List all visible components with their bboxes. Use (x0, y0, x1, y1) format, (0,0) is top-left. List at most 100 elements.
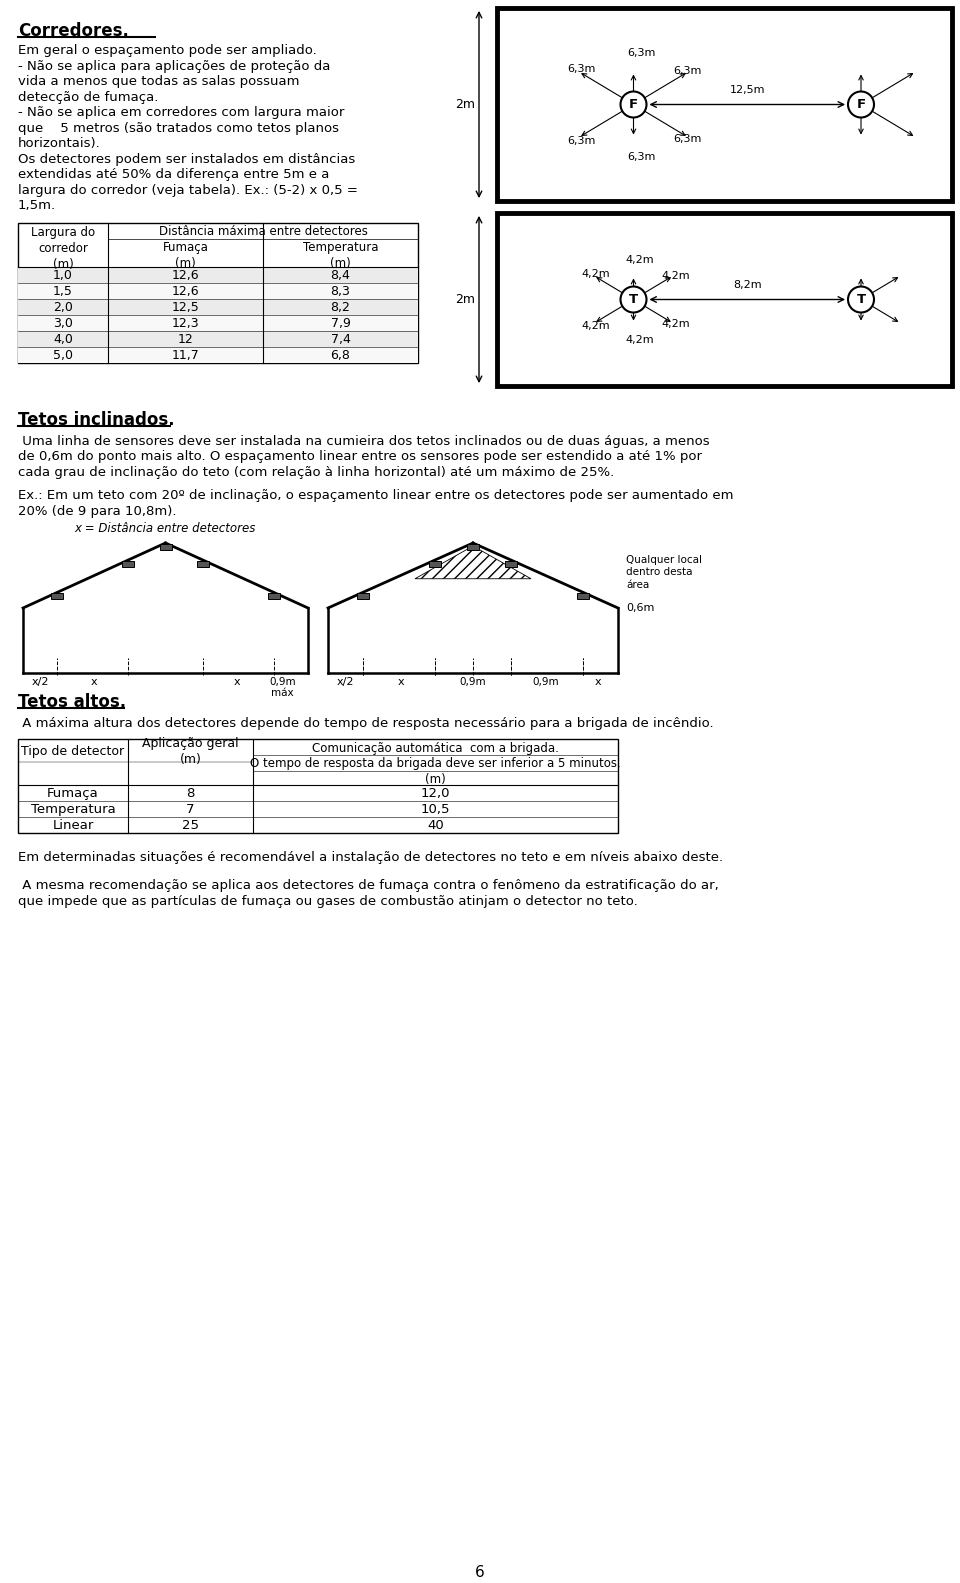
Text: 1,0: 1,0 (53, 269, 73, 282)
Bar (159, 545, 172, 549)
Text: extendidas até 50% da diferença entre 5m e a: extendidas até 50% da diferença entre 5m… (18, 168, 329, 180)
Text: F: F (629, 98, 638, 111)
Text: 4,2m: 4,2m (625, 334, 654, 345)
Text: Uma linha de sensores deve ser instalada na cumieira dos tetos inclinados ou de : Uma linha de sensores deve ser instalada… (18, 434, 709, 448)
Bar (18, 282, 418, 299)
Text: 8,2m: 8,2m (732, 280, 761, 290)
Text: largura do corredor (veja tabela). Ex.: (5‑2) x 0,5 =: largura do corredor (veja tabela). Ex.: … (18, 184, 358, 196)
Bar (18, 299, 418, 315)
Text: 4,2m: 4,2m (661, 271, 690, 280)
Bar (18, 266, 418, 282)
Text: Em geral o espaçamento pode ser ampliado.: Em geral o espaçamento pode ser ampliado… (18, 44, 317, 57)
Text: T: T (856, 293, 866, 306)
Text: 2m: 2m (455, 98, 475, 111)
Bar (51, 594, 63, 600)
Text: 12,5: 12,5 (172, 301, 200, 313)
Bar (429, 560, 442, 567)
Text: 12,6: 12,6 (172, 285, 200, 298)
Text: 8,4: 8,4 (330, 269, 350, 282)
Text: Temperatura: Temperatura (31, 803, 115, 815)
Bar (18, 223, 418, 363)
Text: x/2: x/2 (32, 678, 49, 687)
Text: 11,7: 11,7 (172, 348, 200, 361)
Text: 2m: 2m (455, 293, 475, 306)
Bar (577, 594, 589, 600)
Text: F: F (856, 98, 866, 111)
Circle shape (848, 92, 874, 117)
Text: Largura do
corredor
(m): Largura do corredor (m) (31, 225, 95, 271)
Text: 7: 7 (186, 803, 195, 815)
Text: 0,9m: 0,9m (532, 678, 559, 687)
Text: Tipo de detector: Tipo de detector (21, 744, 125, 758)
Circle shape (620, 287, 646, 312)
Text: 5,0: 5,0 (53, 348, 73, 361)
Text: 6,3m: 6,3m (567, 63, 596, 73)
Text: - Não se aplica para aplicações de proteção da: - Não se aplica para aplicações de prote… (18, 60, 330, 73)
Text: horizontais).: horizontais). (18, 138, 101, 150)
Text: 25: 25 (182, 818, 199, 833)
Text: Ex.: Em um teto com 20º de inclinação, o espaçamento linear entre os detectores : Ex.: Em um teto com 20º de inclinação, o… (18, 489, 733, 502)
Text: 20% (de 9 para 10,8m).: 20% (de 9 para 10,8m). (18, 505, 177, 518)
Text: x: x (91, 678, 98, 687)
Text: máx: máx (271, 689, 294, 698)
Bar (18, 331, 418, 347)
Text: O tempo de resposta da brigada deve ser inferior a 5 minutos.: O tempo de resposta da brigada deve ser … (251, 757, 621, 769)
Text: Aplicação geral
(m): Aplicação geral (m) (142, 736, 239, 766)
Text: Fumaça: Fumaça (47, 787, 99, 799)
Text: x = Distância entre detectores: x = Distância entre detectores (75, 522, 256, 535)
Bar (18, 739, 618, 833)
Text: 1,5m.: 1,5m. (18, 199, 56, 212)
Text: x: x (233, 678, 240, 687)
Bar (497, 8, 952, 201)
Circle shape (620, 92, 646, 117)
Text: - Não se aplica em corredores com largura maior: - Não se aplica em corredores com largur… (18, 106, 345, 119)
Text: Qualquer local
dentro desta
área: Qualquer local dentro desta área (626, 556, 702, 590)
Text: 6,3m: 6,3m (673, 133, 702, 144)
Text: 6,3m: 6,3m (673, 65, 702, 76)
Text: 6,3m: 6,3m (627, 47, 656, 57)
Text: A máxima altura dos detectores depende do tempo de resposta necessário para a br: A máxima altura dos detectores depende d… (18, 717, 713, 730)
Text: 6,8: 6,8 (330, 348, 350, 361)
Text: vida a menos que todas as salas possuam: vida a menos que todas as salas possuam (18, 74, 300, 89)
Text: 4,2m: 4,2m (581, 269, 610, 279)
Text: Corredores.: Corredores. (18, 22, 129, 40)
Text: que    5 metros (são tratados como tetos planos: que 5 metros (são tratados como tetos pl… (18, 122, 339, 135)
Text: 0,9m: 0,9m (269, 678, 296, 687)
Text: x: x (594, 678, 601, 687)
Text: 12,3: 12,3 (172, 317, 200, 329)
Text: detecção de fumaça.: detecção de fumaça. (18, 90, 158, 103)
Text: 7,9: 7,9 (330, 317, 350, 329)
Text: 40: 40 (427, 818, 444, 833)
Text: 10,5: 10,5 (420, 803, 450, 815)
Bar (18, 315, 418, 331)
Text: Distância máxima entre detectores: Distância máxima entre detectores (158, 225, 368, 237)
Text: 6,3m: 6,3m (627, 152, 656, 161)
Text: Temperatura
(m): Temperatura (m) (302, 241, 378, 269)
Text: (m): (m) (425, 773, 445, 787)
Text: Fumaça
(m): Fumaça (m) (162, 241, 208, 269)
Text: cada grau de inclinação do teto (com relação à linha horizontal) até um máximo d: cada grau de inclinação do teto (com rel… (18, 465, 614, 478)
Text: x: x (397, 678, 404, 687)
Text: 12: 12 (178, 332, 193, 345)
Bar (268, 594, 279, 600)
Circle shape (848, 287, 874, 312)
Text: que impede que as partículas de fumaça ou gases de combustão atinjam o detector : que impede que as partículas de fumaça o… (18, 894, 637, 907)
Text: Em determinadas situações é recomendável a instalação de detectores no teto e em: Em determinadas situações é recomendável… (18, 852, 723, 864)
Text: de 0,6m do ponto mais alto. O espaçamento linear entre os sensores pode ser este: de 0,6m do ponto mais alto. O espaçament… (18, 450, 702, 462)
Text: 4,0: 4,0 (53, 332, 73, 345)
Text: 8,2: 8,2 (330, 301, 350, 313)
Text: 2,0: 2,0 (53, 301, 73, 313)
Text: 6: 6 (475, 1566, 485, 1580)
Text: 7,4: 7,4 (330, 332, 350, 345)
Text: 4,2m: 4,2m (625, 255, 654, 264)
Text: x/2: x/2 (337, 678, 354, 687)
Bar (197, 560, 208, 567)
Bar (357, 594, 369, 600)
Text: 0,9m: 0,9m (460, 678, 487, 687)
Text: 8: 8 (186, 787, 195, 799)
Text: 4,2m: 4,2m (661, 318, 690, 329)
Bar (467, 545, 479, 549)
Text: 3,0: 3,0 (53, 317, 73, 329)
Text: 6,3m: 6,3m (567, 136, 596, 146)
Text: 12,6: 12,6 (172, 269, 200, 282)
